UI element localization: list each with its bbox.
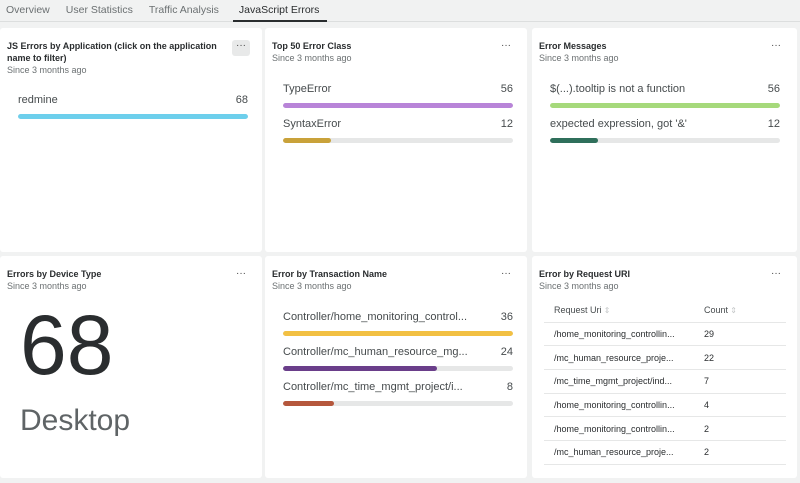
- table-cell: /home_monitoring_controllin...: [544, 393, 694, 418]
- card-error-by-transaction: Error by Transaction Name Since 3 months …: [265, 256, 527, 478]
- card-title-text: Top 50 Error Class: [272, 41, 352, 51]
- bar-label[interactable]: TypeError: [283, 83, 332, 95]
- table-cell: 2: [694, 440, 786, 465]
- table-cell: /mc_human_resource_proje...: [544, 345, 694, 370]
- card-top-error-class: Top 50 Error Class Since 3 months ago ··· T…: [265, 28, 527, 252]
- more-options-button[interactable]: ···: [771, 40, 781, 51]
- card-title: Top 50 Error Class Since 3 months ago: [272, 40, 482, 64]
- table-cell: 22: [694, 345, 786, 370]
- table-cell: 2: [694, 416, 786, 441]
- bar-label[interactable]: redmine: [18, 94, 58, 106]
- device-count: 68: [20, 298, 114, 392]
- card-errors-by-device: Errors by Device Type Since 3 months ago ·…: [0, 256, 262, 478]
- bar-fill: [283, 103, 513, 108]
- table-row[interactable]: /mc_time_mgmt_project/ind... 7: [544, 369, 786, 394]
- bar-label[interactable]: expected expression, got '&': [550, 118, 687, 130]
- bar-track: [283, 138, 513, 143]
- bar-fill: [283, 138, 332, 143]
- tab-bar: Overview User Statistics Traffic Analysis J…: [0, 0, 800, 22]
- bar-fill: [550, 103, 780, 108]
- bar-track: [550, 138, 780, 143]
- column-header[interactable]: Request Uri ⇕: [544, 298, 694, 323]
- table-cell: /mc_human_resource_proje...: [544, 440, 694, 465]
- table-cell: /home_monitoring_controllin...: [544, 416, 694, 441]
- sort-icon[interactable]: ⇕: [601, 305, 611, 315]
- table-row[interactable]: /mc_human_resource_proje... 2: [544, 440, 786, 465]
- card-js-errors-by-application: JS Errors by Application (click on the a…: [0, 28, 262, 252]
- card-title-text: Error by Request URI: [539, 269, 631, 279]
- card-title-text: Errors by Device Type: [7, 269, 102, 279]
- more-options-button[interactable]: ···: [232, 40, 250, 56]
- card-title: Error Messages Since 3 months ago: [539, 40, 749, 64]
- column-header[interactable]: Count ⇕: [694, 298, 786, 323]
- table-cell: 4: [694, 393, 786, 418]
- table-cell: 7: [694, 369, 786, 394]
- bar-track: [283, 331, 513, 336]
- bar-value: 24: [500, 346, 513, 358]
- bar-track: [283, 103, 513, 108]
- bar-track: [283, 366, 513, 371]
- column-header-label: Count: [704, 304, 729, 315]
- bar-fill: [550, 138, 599, 143]
- card-error-by-request-uri: Error by Request URI Since 3 months ago ··…: [532, 256, 797, 478]
- bar-value: 12: [500, 118, 513, 130]
- bar-fill: [283, 331, 513, 336]
- bar-value: 8: [506, 381, 513, 393]
- card-subtitle: Since 3 months ago: [539, 53, 619, 63]
- card-subtitle: Since 3 months ago: [272, 53, 352, 63]
- bar-label[interactable]: $(...).tooltip is not a function: [550, 83, 686, 95]
- card-title: Errors by Device Type Since 3 months ago: [7, 268, 217, 292]
- table-row[interactable]: /home_monitoring_controllin... 4: [544, 393, 786, 418]
- bar-track: [550, 103, 780, 108]
- card-title-text: JS Errors by Application (click on the a…: [7, 41, 217, 63]
- bar-value: 36: [500, 311, 513, 323]
- bar-track: [18, 114, 248, 119]
- table-cell: /mc_time_mgmt_project/ind...: [544, 369, 694, 394]
- more-options-button[interactable]: ···: [771, 268, 781, 279]
- card-title: Error by Transaction Name Since 3 months …: [272, 268, 482, 292]
- more-options-button[interactable]: ···: [501, 268, 511, 279]
- sort-icon[interactable]: ⇕: [728, 305, 737, 315]
- tab-traffic-analysis[interactable]: Traffic Analysis: [148, 4, 219, 16]
- bar-value: 12: [767, 118, 780, 130]
- bar-label[interactable]: Controller/mc_time_mgmt_project/i...: [283, 381, 463, 393]
- column-header-label: Request Uri: [554, 304, 602, 315]
- bar-fill: [283, 401, 334, 406]
- bar-value: 56: [500, 83, 513, 95]
- bar-value: 68: [235, 94, 248, 106]
- bar-track: [283, 401, 513, 406]
- card-error-messages: Error Messages Since 3 months ago ··· $(...…: [532, 28, 797, 252]
- more-options-button[interactable]: ···: [501, 40, 511, 51]
- device-type-label: Desktop: [20, 404, 131, 437]
- request-uri-table: Request Uri ⇕ Count ⇕/home_monitoring_con…: [544, 298, 786, 465]
- bar-label[interactable]: Controller/home_monitoring_control...: [283, 311, 468, 323]
- card-subtitle: Since 3 months ago: [539, 281, 619, 291]
- bar-value: 56: [767, 83, 780, 95]
- tab-user-statistics[interactable]: User Statistics: [65, 4, 133, 16]
- card-title: Error by Request URI Since 3 months ago: [539, 268, 749, 292]
- bar-fill: [283, 366, 438, 371]
- card-title-text: Error by Transaction Name: [272, 269, 388, 279]
- card-subtitle: Since 3 months ago: [7, 281, 87, 291]
- table-row[interactable]: /mc_human_resource_proje... 22: [544, 345, 786, 370]
- table-row[interactable]: /home_monitoring_controllin... 2: [544, 416, 786, 441]
- bar-fill: [18, 114, 248, 119]
- card-subtitle: Since 3 months ago: [7, 65, 87, 75]
- tab-overview[interactable]: Overview: [6, 4, 50, 16]
- card-subtitle: Since 3 months ago: [272, 281, 352, 291]
- table-cell: 29: [694, 322, 786, 347]
- table-row[interactable]: /home_monitoring_controllin... 29: [544, 322, 786, 347]
- bar-label[interactable]: Controller/mc_human_resource_mg...: [283, 346, 468, 358]
- bar-label[interactable]: SyntaxError: [283, 118, 342, 130]
- card-title-text: Error Messages: [539, 41, 607, 51]
- table-cell: /home_monitoring_controllin...: [544, 322, 694, 347]
- tab-javascript-errors[interactable]: JavaScript Errors: [232, 0, 328, 22]
- more-options-button[interactable]: ···: [236, 268, 246, 279]
- card-title: JS Errors by Application (click on the a…: [7, 40, 217, 76]
